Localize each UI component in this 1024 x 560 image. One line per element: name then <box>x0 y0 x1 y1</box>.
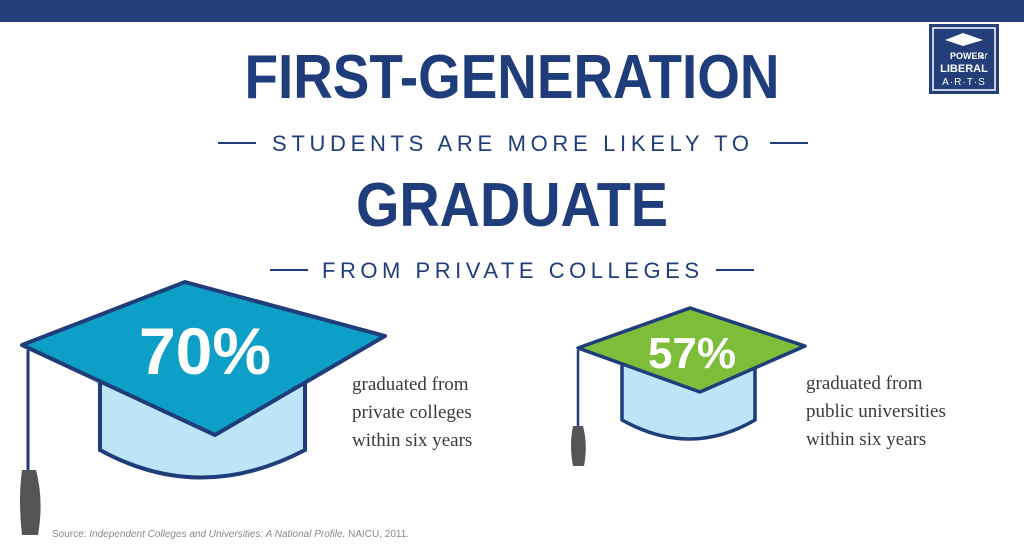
logo-text: LIBERAL <box>940 63 988 75</box>
logo-cap <box>945 33 983 46</box>
tassel <box>571 426 586 466</box>
stat-caption: graduated from <box>806 373 923 394</box>
cap-top <box>20 280 387 437</box>
stat-caption: public universities <box>806 401 946 422</box>
logo-text: of <box>980 52 987 61</box>
source-prefix: Source: <box>52 529 86 540</box>
stat-caption: private colleges <box>352 402 472 423</box>
stat-value: 70% <box>139 314 271 388</box>
title-line: GRADUATE <box>356 171 668 240</box>
logo[interactable]: POWER of LIBERAL A·R·T·S <box>929 24 999 94</box>
cap-large: 70% <box>20 280 387 535</box>
cap-top <box>576 306 807 394</box>
logo-text: A·R·T·S <box>942 77 986 88</box>
stat-caption: graduated from <box>352 374 469 395</box>
stat-caption: within six years <box>352 430 472 451</box>
tassel <box>20 470 41 535</box>
logo-text: POWER <box>950 51 985 61</box>
title-line: FIRST-GENERATION <box>245 43 780 112</box>
source-title: Independent Colleges and Universities: A… <box>89 529 345 540</box>
subtitle-line: STUDENTS ARE MORE LIKELY TO <box>272 131 752 156</box>
top-bar <box>0 0 1024 22</box>
cap-small: 57% <box>571 306 807 466</box>
source: Source: Independent Colleges and Univers… <box>52 529 409 540</box>
source-suffix: NAICU, 2011. <box>348 529 409 540</box>
stat-caption: within six years <box>806 429 926 450</box>
subtitle-line: FROM PRIVATE COLLEGES <box>322 258 702 283</box>
stat-value: 57% <box>648 329 736 378</box>
logo-frame <box>932 27 996 91</box>
